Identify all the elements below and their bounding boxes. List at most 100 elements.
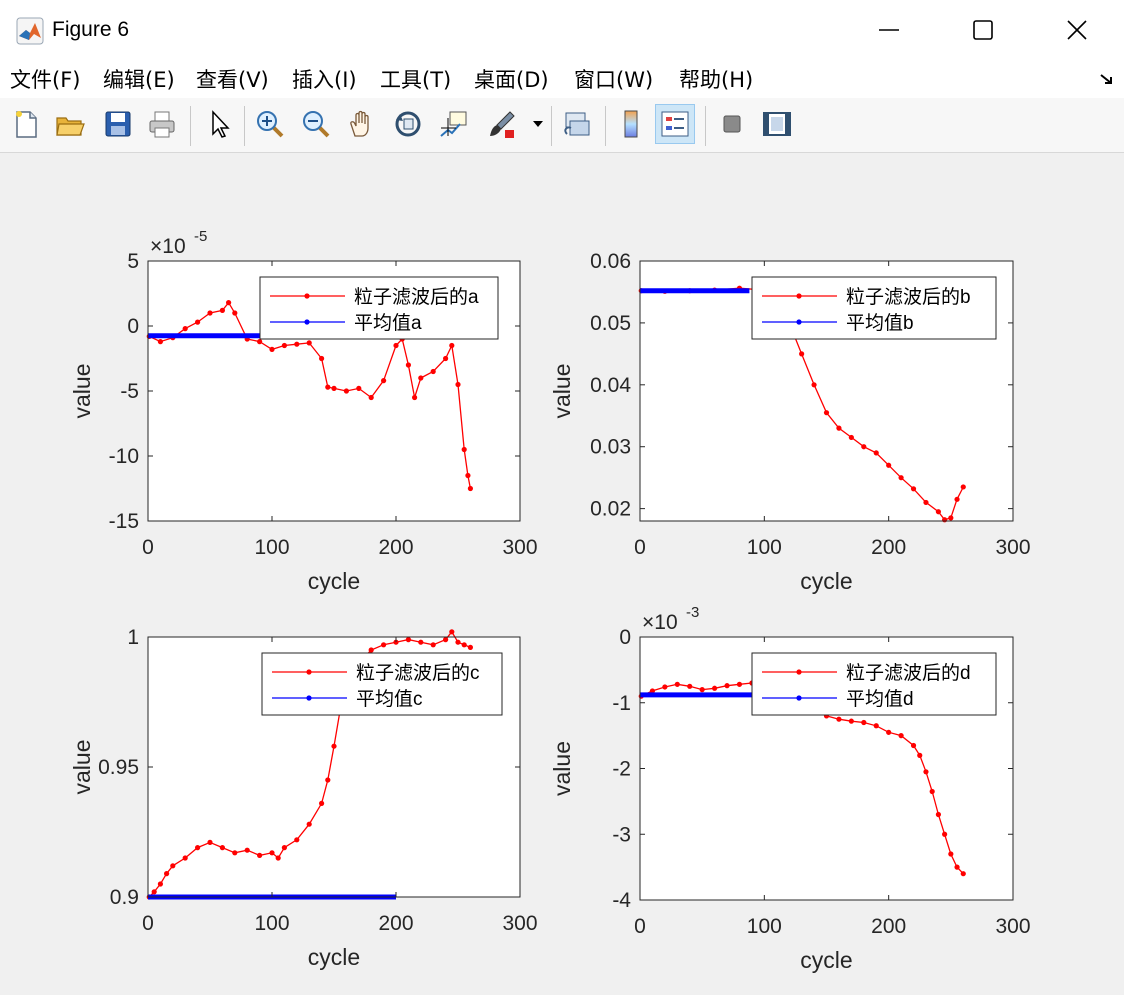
data-cursor-button[interactable] [434, 104, 474, 144]
colorbar-button[interactable] [611, 104, 651, 144]
y-tick-label: 0.95 [98, 756, 139, 779]
data-point [942, 831, 948, 837]
data-point [331, 385, 337, 391]
data-point [886, 462, 892, 468]
data-point [823, 410, 830, 416]
legend-box[interactable] [751, 276, 997, 340]
hide-plot-tools-button[interactable] [712, 104, 752, 144]
y-tick-label: 0.05 [590, 312, 631, 335]
menu-tools[interactable]: 工具(T) [380, 68, 452, 92]
subplot-d[interactable]: 0 100 200 300 0 -1 -2 -3 -4 cycle value ×10 -3 粒子滤波后的… [549, 604, 1031, 973]
menu-window[interactable]: 窗口(W) [574, 68, 654, 92]
y-tick-label: -3 [612, 823, 631, 846]
data-point [306, 340, 312, 346]
minimize-button[interactable] [842, 0, 936, 60]
data-point [467, 485, 473, 492]
data-point [960, 871, 966, 877]
pointer-button[interactable] [198, 104, 238, 144]
legend-entry: 粒子滤波后的b [846, 286, 971, 308]
data-point [331, 743, 337, 749]
legend-entry: 粒子滤波后的a [354, 286, 479, 308]
legend-entry: 平均值d [846, 688, 914, 710]
subplot-a[interactable]: 0 100 200 300 5 0 -5 -10 -15 cycle value ×10 -5 粒子滤波后… [69, 228, 538, 594]
maximize-button[interactable] [936, 0, 1030, 60]
x-tick-label: 300 [995, 536, 1030, 559]
y-tick-label: 0 [127, 315, 139, 338]
legend-button[interactable] [655, 104, 695, 144]
menu-help[interactable]: 帮助(H) [679, 68, 754, 92]
legend-box[interactable] [751, 652, 997, 716]
data-point [443, 637, 449, 643]
legend[interactable]: 粒子滤波后的d 平均值d [751, 652, 997, 716]
zoom-out-icon [303, 111, 330, 138]
brush-icon [490, 111, 515, 138]
data-point [960, 484, 966, 490]
data-point [418, 639, 424, 645]
legend[interactable]: 粒子滤波后的c 平均值c [261, 652, 503, 716]
legend[interactable]: 粒子滤波后的b 平均值b [751, 276, 997, 340]
filtered-line-c [148, 630, 471, 898]
print-button[interactable] [142, 104, 182, 144]
save-icon [105, 111, 131, 137]
close-button[interactable] [1030, 0, 1124, 60]
menu-file[interactable]: 文件(F) [10, 68, 81, 92]
menu-desktop[interactable]: 桌面(D) [474, 68, 549, 92]
data-point [257, 852, 263, 859]
data-point [381, 642, 387, 648]
data-point [935, 811, 942, 818]
data-point [325, 384, 331, 390]
y-tick-label: -10 [109, 445, 139, 468]
toolbar [0, 98, 1124, 153]
data-point [449, 629, 455, 635]
x-tick-label: 0 [634, 536, 646, 559]
link-plot-button[interactable] [557, 104, 597, 144]
menu-insert[interactable]: 插入(I) [292, 68, 357, 92]
toolbar-separator [605, 106, 606, 146]
data-point [325, 777, 331, 783]
open-file-button[interactable] [50, 104, 90, 144]
data-point [836, 425, 842, 431]
data-point [281, 342, 287, 349]
data-point [799, 351, 805, 357]
data-point [699, 687, 705, 693]
data-point [232, 310, 238, 316]
brush-button[interactable] [482, 104, 522, 144]
data-point [836, 716, 842, 722]
x-tick-label: 200 [871, 915, 906, 938]
show-plot-tools-button[interactable] [757, 104, 797, 144]
y-tick-label: 1 [127, 626, 139, 649]
new-figure-button[interactable] [6, 104, 46, 144]
legend[interactable]: 粒子滤波后的a 平均值a [259, 276, 499, 340]
menu-bar [0, 60, 1124, 98]
x-tick-label: 100 [747, 536, 782, 559]
title-bar[interactable]: Figure 6 [0, 0, 1124, 60]
pointer-icon [212, 110, 230, 138]
dock-arrow-icon[interactable] [1098, 70, 1116, 88]
save-button[interactable] [98, 104, 138, 144]
data-point [873, 723, 879, 729]
pan-button[interactable] [342, 104, 382, 144]
matlab-logo-icon [16, 17, 44, 45]
x-tick-label: 300 [995, 915, 1030, 938]
zoom-out-button[interactable] [296, 104, 336, 144]
subplot-c[interactable]: 0 100 200 300 1 0.95 0.9 cycle value 粒子滤波后的c 平均值c [69, 626, 538, 970]
data-point [461, 642, 467, 648]
rotate-3d-button[interactable] [388, 104, 428, 144]
data-point [226, 300, 232, 306]
zoom-in-button[interactable] [250, 104, 290, 144]
data-point [942, 517, 948, 523]
y-tick-label: 0.06 [590, 250, 631, 273]
subplot-b[interactable]: 0 100 200 300 0.06 0.05 0.04 0.03 0.02 cycle value… [549, 250, 1031, 594]
data-point [687, 683, 693, 689]
data-point [954, 496, 960, 502]
data-point [861, 719, 867, 726]
menu-edit[interactable]: 编辑(E) [103, 68, 175, 92]
legend-box[interactable] [261, 652, 503, 716]
legend-box[interactable] [259, 276, 499, 340]
link-plot-icon [564, 112, 590, 136]
data-point [182, 855, 188, 861]
brush-dropdown-button[interactable] [528, 104, 548, 144]
menu-view[interactable]: 查看(V) [196, 68, 269, 92]
data-point [736, 681, 743, 687]
data-point [923, 499, 929, 506]
